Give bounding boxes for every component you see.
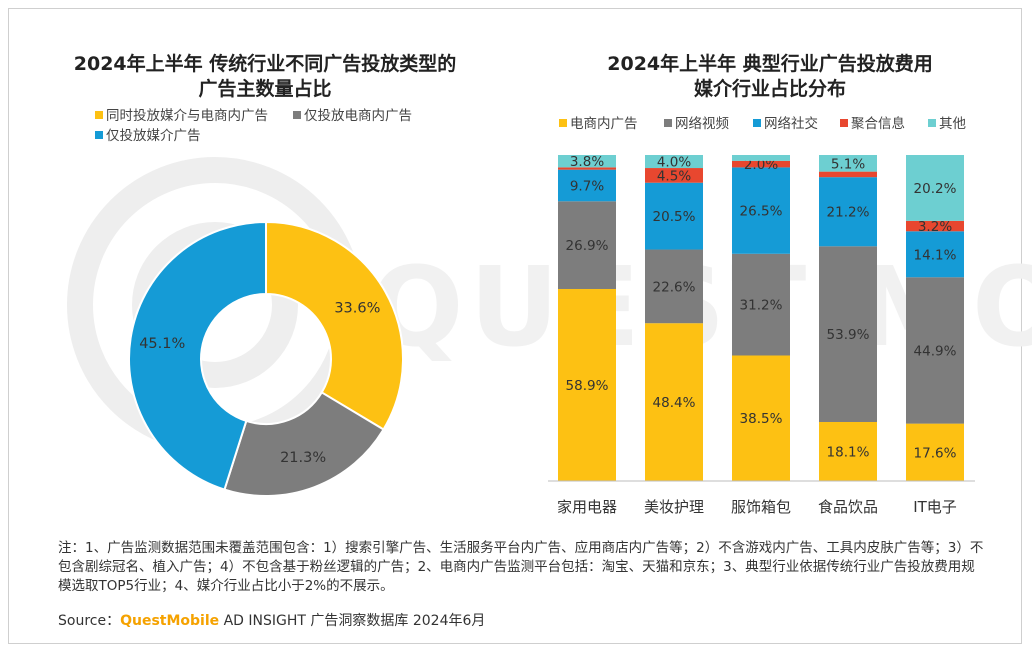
bar-segment xyxy=(906,423,964,481)
legend-label: 仅投放媒介广告 xyxy=(106,128,201,144)
donut-slice-label: 21.3% xyxy=(280,450,326,466)
category-tick-label: 美妆护理 xyxy=(644,498,704,516)
legend-item-ecommerce: 电商内广告 xyxy=(559,112,638,132)
bar-segment-label: 9.7% xyxy=(570,178,604,194)
legend-item-media-only: 仅投放媒介广告 xyxy=(95,124,201,144)
legend-label: 其他 xyxy=(939,116,966,132)
legend-item-aggregation: 聚合信息 xyxy=(840,112,905,132)
bar-segment xyxy=(732,355,790,481)
bar-segment-label: 38.5% xyxy=(740,411,783,427)
donut-slice xyxy=(128,220,267,491)
chart-frame xyxy=(8,8,1022,644)
bar-segment xyxy=(645,249,703,324)
bar-segment-label: 4.0% xyxy=(657,155,691,171)
legend-swatch xyxy=(753,119,761,127)
legend-swatch xyxy=(559,119,567,127)
source-prefix: Source： xyxy=(58,613,121,629)
legend-swatch xyxy=(928,119,936,127)
footnote: 注：1、广告监测数据范围未覆盖范围包含：1）搜索引擎广告、生活服务平台内广告、应… xyxy=(58,540,984,594)
bar-segment-label: 20.5% xyxy=(653,209,696,225)
right-title-line2: 媒介行业占比分布 xyxy=(693,78,846,100)
bar-segment-label: 21.2% xyxy=(827,205,870,221)
legend-item-other: 其他 xyxy=(928,112,966,132)
bar-segment xyxy=(906,155,964,221)
donut-slice xyxy=(265,220,404,431)
bar-segment xyxy=(906,220,964,232)
donut-slice-label: 45.1% xyxy=(139,336,185,352)
bar-segment-label: 26.9% xyxy=(566,238,609,254)
legend-label: 电商内广告 xyxy=(570,116,638,132)
bar-segment xyxy=(558,201,616,289)
bar-segment-label: 17.6% xyxy=(914,445,957,461)
bar-segment-label: 4.5% xyxy=(657,168,691,184)
bar-segment-label: 3.2% xyxy=(918,219,952,235)
bar-segment-label: 14.1% xyxy=(914,247,957,263)
category-tick-label: 家用电器 xyxy=(557,498,617,516)
bar-segment xyxy=(906,231,964,278)
legend-label: 同时投放媒介与电商内广告 xyxy=(106,108,268,124)
donut-slice-label: 33.6% xyxy=(334,300,380,316)
legend-swatch xyxy=(664,119,672,127)
legend-item-social: 网络社交 xyxy=(753,112,818,132)
bar-segment xyxy=(558,167,616,170)
donut-slice xyxy=(223,391,385,497)
bar-segment xyxy=(558,169,616,202)
bar-segment xyxy=(732,167,790,254)
legend-swatch xyxy=(840,119,848,127)
bar-segment xyxy=(558,288,616,481)
bar-segment xyxy=(645,182,703,250)
bar-segment-label: 26.5% xyxy=(740,204,783,220)
left-chart-title: 2024年上半年 传统行业不同广告投放类型的 广告主数量占比 xyxy=(40,52,490,102)
legend-label: 聚合信息 xyxy=(851,116,905,132)
source-brand: QuestMobile xyxy=(120,613,220,629)
bar-segment-label: 53.9% xyxy=(827,327,870,343)
bar-segment-label: 22.6% xyxy=(653,279,696,295)
bar-segment xyxy=(645,155,703,169)
bar-segment-label: 3.8% xyxy=(570,154,604,170)
bar-segment xyxy=(819,171,877,178)
legend-label: 网络社交 xyxy=(764,116,818,132)
category-tick-label: 食品饮品 xyxy=(818,498,878,516)
legend-swatch xyxy=(95,131,103,139)
legend-label: 仅投放电商内广告 xyxy=(304,108,412,124)
bar-segment-label: 18.1% xyxy=(827,444,870,460)
left-title-line2: 广告主数量占比 xyxy=(198,78,332,100)
bar-segment-label: 31.2% xyxy=(740,298,783,314)
legend-item-ecommerce-only: 仅投放电商内广告 xyxy=(293,104,412,124)
bar-segment-label: 2.0% xyxy=(744,157,778,173)
legend-label: 网络视频 xyxy=(675,116,729,132)
bar-segment xyxy=(645,323,703,481)
bar-segment xyxy=(732,160,790,168)
bar-segment xyxy=(819,421,877,481)
bar-segment xyxy=(906,277,964,424)
legend-swatch xyxy=(95,111,103,119)
bar-segment-label: 44.9% xyxy=(914,343,957,359)
source-rest: AD INSIGHT 广告洞察数据库 2024年6月 xyxy=(219,613,486,629)
right-chart-title: 2024年上半年 典型行业广告投放费用 媒介行业占比分布 xyxy=(560,52,980,102)
left-title-line1: 2024年上半年 传统行业不同广告投放类型的 xyxy=(73,53,457,75)
bar-segment xyxy=(732,155,790,161)
bar-segment xyxy=(819,177,877,247)
bar-segment-label: 5.1% xyxy=(831,156,865,172)
legend-swatch xyxy=(293,111,301,119)
category-tick-label: IT电子 xyxy=(913,498,957,516)
source-line: Source：QuestMobile AD INSIGHT 广告洞察数据库 20… xyxy=(58,610,485,630)
bar-segment xyxy=(645,168,703,183)
bar-segment-label: 20.2% xyxy=(914,181,957,197)
bar-segment xyxy=(819,155,877,172)
legend-item-both: 同时投放媒介与电商内广告 xyxy=(95,104,268,124)
bar-segment-label: 58.9% xyxy=(566,378,609,394)
bar-segment-label: 48.4% xyxy=(653,395,696,411)
legend-item-video: 网络视频 xyxy=(664,112,729,132)
bar-segment xyxy=(732,253,790,356)
bar-segment xyxy=(558,155,616,168)
category-tick-label: 服饰箱包 xyxy=(731,498,791,516)
bar-segment xyxy=(819,246,877,422)
right-title-line1: 2024年上半年 典型行业广告投放费用 xyxy=(607,53,933,75)
